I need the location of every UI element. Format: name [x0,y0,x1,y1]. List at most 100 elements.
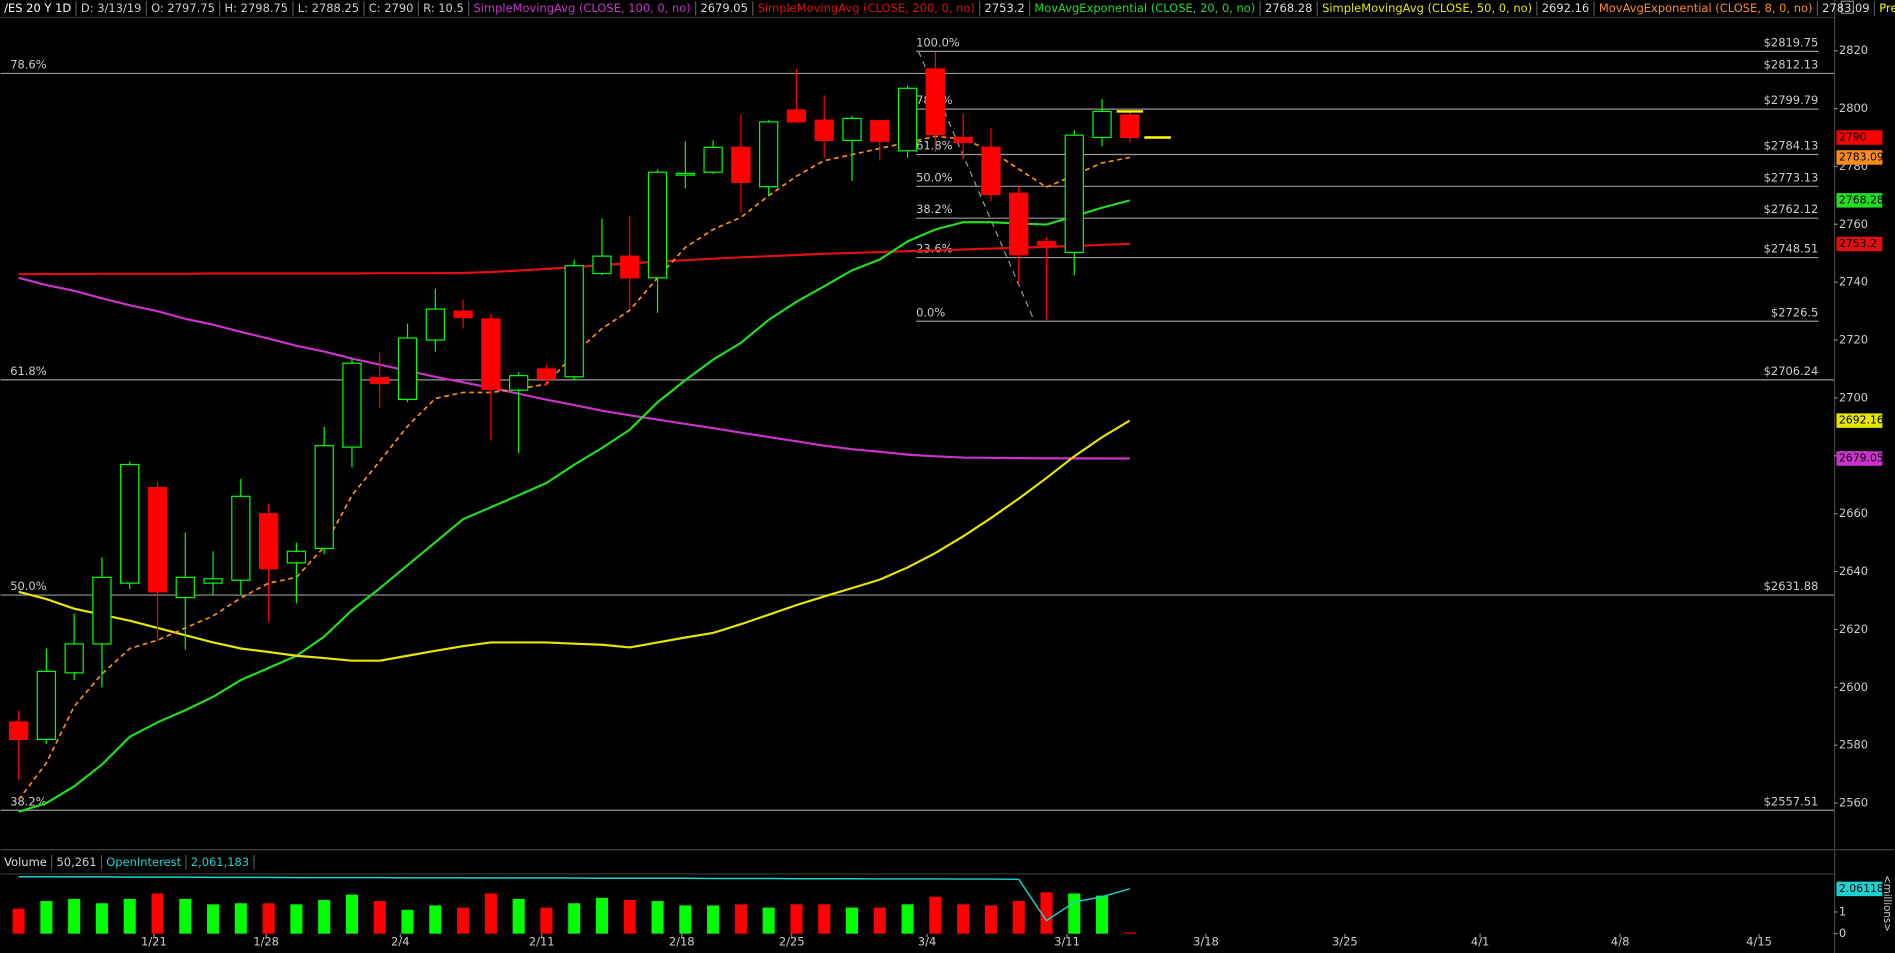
volume-bar [901,904,914,934]
oi-badge [1836,881,1883,897]
header-item: 2753.2 [985,1,1025,15]
x-tick-label: 3/25 [1332,935,1358,949]
header-item: O: 2797.75 [151,1,215,15]
candle-body [564,265,584,378]
header-item: MovAvgExponential (CLOSE, 8, 0, no) [1599,1,1813,15]
y-tick-label: 2820 [1839,43,1868,57]
fib-price-label: $2726.5 [1771,305,1818,319]
candle-body [925,68,946,136]
volume-bar [762,907,775,934]
candle-body [64,643,84,674]
x-tick-label: 1/21 [141,935,167,949]
fib-label: 38.2% [916,202,953,216]
price-badge-label: 2768.28 [1839,193,1884,206]
candle-body [592,255,612,275]
price-badge-label: 2679.05 [1839,452,1884,465]
candle-body [175,576,195,599]
candle-body [703,146,723,173]
header-item: C: 2790 [369,1,414,15]
candle-body [147,487,168,593]
ma-line [18,419,1131,662]
menu-icon[interactable] [1840,0,1854,14]
volume-bar [818,904,831,934]
header-item: R: 10.5 [423,1,464,15]
y-tick-label: 2800 [1839,101,1868,115]
header-item: Previousclose (DAY, 1, -1, yes) [1879,1,1895,15]
candle-body [342,362,362,448]
price-badge [1836,451,1883,466]
volume-bar [373,901,386,934]
candle-body [981,146,1001,196]
candle-body [786,109,807,123]
fib-label: 23.6% [916,242,953,256]
volume-bar [1096,895,1109,934]
candle-body [120,463,140,584]
header-item: L: 2788.25 [298,1,359,15]
y-tick-label: 2720 [1839,333,1868,347]
fib-price-label: $2748.51 [1764,242,1819,256]
volume-bar [345,894,359,934]
candle-body [397,337,418,400]
volume-bar [262,903,275,934]
volume-y-label: <millions> [1881,875,1893,932]
volume-bar [845,907,859,934]
price-badge-label: 2783.09 [1839,150,1884,163]
header-item: 2768.28 [1265,1,1312,15]
volume-y-tick-label: 0 [1839,926,1846,940]
candle-body [675,172,695,176]
header-item: 2692.16 [1542,1,1589,15]
fib-price-label: $2784.13 [1764,139,1819,153]
price-badge-label: 2790 [1839,130,1867,143]
x-tick-label: 2/25 [779,935,805,949]
price-badge [1836,150,1883,165]
volume-bar [1068,893,1081,934]
volume-bar [457,907,470,934]
y-tick-label: 2660 [1839,506,1868,520]
volume-bar [873,907,886,934]
candle-body [203,578,223,584]
candle-body [953,136,973,144]
fib-price-label: $2799.79 [1764,93,1819,107]
x-tick-label: 4/1 [1471,935,1489,949]
y-tick-label: 2740 [1839,275,1868,289]
volume-bar [234,903,247,934]
fib-label: 61.8% [916,139,953,153]
candle-body [36,670,57,741]
volume-bar [40,901,53,934]
candle-body [1092,110,1112,139]
x-tick-label: 2/18 [669,935,695,949]
volume-bar [318,899,331,934]
candle-body [1064,134,1084,253]
volume-bar [12,908,25,934]
fib-label: 50.0% [916,170,953,184]
volume-bar [734,904,747,934]
header-item: MovAvgExponential (CLOSE, 20, 0, no) [1034,1,1255,15]
header-item: 2,061,183 [191,855,249,869]
fib-label: 78.6% [10,57,47,71]
fib-price-label: $2819.75 [1764,35,1819,49]
volume-bar [512,898,525,934]
fib-price-label: $2706.24 [1764,364,1819,378]
candle-body [731,146,751,183]
header-item: SimpleMovingAvg (CLOSE, 100, 0, no) [473,1,690,15]
volume-bar [707,905,720,934]
header-item: SimpleMovingAvg (CLOSE, 50, 0, no) [1322,1,1532,15]
volume-bar [151,893,164,934]
volume-bar [929,896,942,934]
header-item: /ES 20 Y 1D [4,1,71,15]
y-tick-label: 2580 [1839,738,1868,752]
oi-badge-label: 2.06118 [1839,882,1884,895]
fib-price-label: $2762.12 [1764,202,1819,216]
header-item: H: 2798.75 [225,1,289,15]
x-tick-label: 4/8 [1611,935,1629,949]
volume-bar [623,899,636,934]
x-tick-label: 4/15 [1746,935,1772,949]
x-tick-label: 2/4 [391,935,409,949]
fib-price-label: $2812.13 [1764,57,1819,71]
price-badge-label: 2692.16 [1839,414,1884,427]
candle-body [425,308,445,341]
header-item: Volume [4,855,47,869]
volume-y-tick-label: 1 [1839,904,1846,918]
volume-bar [179,898,192,934]
candle-body [286,550,307,564]
